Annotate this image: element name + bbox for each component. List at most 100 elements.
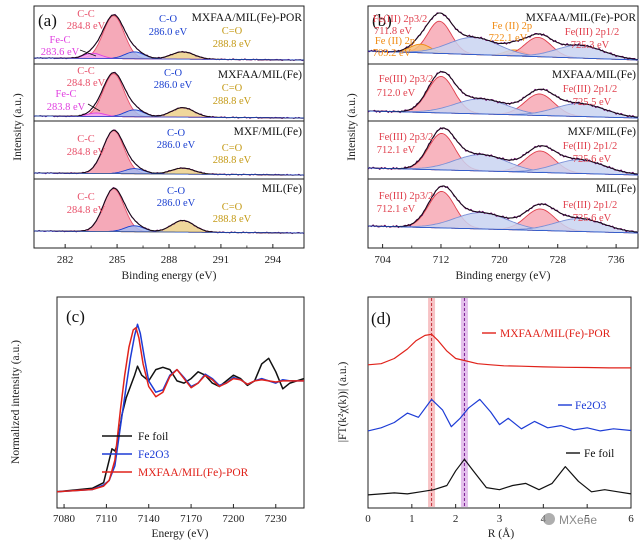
a1-co-energy: 286.0 eV (149, 27, 188, 38)
panel-a-stack1-title: MXFAA/MIL(Fe)-POR (192, 12, 303, 24)
a1-fec-arrow (79, 49, 97, 57)
panel-b-stack2-background (368, 110, 638, 119)
panel-c-xtick-label-7080: 7080 (53, 513, 76, 525)
panel-c-xlabel: Energy (eV) (152, 528, 209, 540)
b2-p32-energy: 712.0 eV (377, 88, 416, 99)
panel-b-stack4-background (368, 225, 638, 234)
panel-b-stack4-fit-envelope (368, 185, 639, 233)
panel-b-frame (367, 5, 639, 249)
b1-p12-energy: 725.3 eV (571, 40, 610, 51)
b4-p12-label: Fe(III) 2p1/2 (563, 200, 618, 211)
panel-b-xlabel: Binding energy (eV) (456, 270, 551, 282)
a2-fec-arrow (87, 103, 101, 112)
wechat-icon (543, 513, 555, 525)
panel-b-label: (b) (372, 11, 392, 30)
a4-cc-label: C-C (77, 192, 95, 203)
b2-p32-label: Fe(III) 2p3/2 (379, 74, 434, 85)
panel-b-ylabel: Intensity (a.u.) (346, 93, 358, 161)
legend-fe2o3: Fe2O3 (138, 449, 170, 461)
a3-cc-energy: 284.8 eV (67, 147, 106, 158)
b2-p12-energy: 725.5 eV (573, 97, 612, 108)
panel-d-ylabel: |FT(k²χ(k))| (a.u.) (337, 362, 349, 443)
panel-b: 704 712 720 728 736 (b) MXFAA/MIL(Fe)-POR MX… (346, 5, 639, 282)
a3-ceo-label: C=O (222, 143, 243, 154)
panel-c-xtick-label-7140: 7140 (138, 513, 161, 525)
a2-fec-energy: 283.8 eV (47, 102, 86, 113)
panel-d-xtick-label-6: 6 (628, 513, 634, 525)
panel-d-xtick-label-1: 1 (409, 513, 415, 525)
panel-c: 7080 7110 7140 7170 7200 7230 (c) Fe foil Fe2… (10, 296, 305, 540)
panel-b-stack3-title: MXF/MIL(Fe) (568, 126, 637, 138)
panel-d-marker-band-2 (460, 298, 468, 507)
a4-cc-energy: 284.8 eV (67, 205, 106, 216)
panel-d-xtick-label-3: 3 (497, 513, 503, 525)
panel-a-xtick-label-285: 285 (109, 254, 126, 266)
panel-a-xtick-label-288: 288 (161, 254, 178, 266)
a3-ceo-energy: 288.8 eV (213, 155, 252, 166)
panel-b-stack1-fit-envelope (367, 12, 639, 60)
a1-cc-label: C-C (77, 9, 95, 20)
a2-co-label: C-O (164, 68, 183, 79)
panel-c-xtick-label-7110: 7110 (96, 513, 118, 525)
a4-ceo-energy: 288.8 eV (213, 214, 252, 225)
panel-d-series-fe2o3 (367, 398, 632, 432)
panel-c-ylabel: Normalized intensity (a.u.) (10, 340, 22, 464)
a1-co-label: C-O (159, 14, 178, 25)
b1-fe2a-label: Fe (II) 2p (375, 36, 415, 47)
a2-cc-energy: 284.8 eV (67, 78, 106, 89)
panel-d-marker-band-1 (428, 298, 436, 507)
panel-b-stack3-fit-envelope (368, 127, 639, 175)
panel-b-stack1-title: MXFAA/MIL(Fe)-POR (526, 12, 637, 24)
panel-b-stack1-background (367, 50, 639, 61)
panel-a-xlabel: Binding energy (eV) (122, 270, 217, 282)
a2-fec-label: Fe-C (56, 89, 77, 100)
a2-ceo-energy: 288.8 eV (213, 96, 252, 107)
panel-b-xtick-label-704: 704 (374, 254, 391, 266)
panel-d-label-fe2o3: Fe2O3 (575, 400, 607, 412)
b3-p32-energy: 712.1 eV (377, 145, 416, 156)
b4-p12-energy: 725.6 eV (573, 213, 612, 224)
panel-d-xtick-label-5: 5 (584, 513, 590, 525)
a1-fec-energy: 283.6 eV (41, 47, 80, 58)
b3-p12-energy: 725.6 eV (573, 154, 612, 165)
a1-ceo-label: C=O (222, 26, 243, 37)
a2-co-energy: 286.0 eV (154, 80, 193, 91)
a1-cc-energy: 284.8 eV (67, 21, 106, 32)
panel-c-xtick-label-7200: 7200 (222, 513, 245, 525)
panel-b-stack2-fit-envelope (368, 71, 639, 118)
panel-c-xtick-label-7170: 7170 (180, 513, 203, 525)
b3-p12-label: Fe(III) 2p1/2 (563, 141, 618, 152)
a1-ceo-energy: 288.8 eV (213, 39, 252, 50)
panel-a-stack3-title: MXF/MIL(Fe) (234, 126, 303, 138)
panel-d: 0123456 (d) MXFAA/MIL(Fe)-POR Fe2O3 Fe f… (337, 296, 634, 540)
panel-d-series-mxfaa (367, 333, 631, 369)
panel-d-xtick-label-0: 0 (365, 513, 371, 525)
a3-cc-label: C-C (77, 134, 95, 145)
a3-co-energy: 286.0 eV (157, 140, 196, 151)
watermark-text: MXene (559, 513, 597, 527)
panel-d-xtick-label-2: 2 (453, 513, 459, 525)
b1-fe2a-energy: 709.2 eV (373, 48, 412, 59)
a4-co-label: C-O (167, 186, 186, 197)
panel-a-ylabel: Intensity (a.u.) (12, 93, 24, 161)
b1-fe2b-label: Fe (II) 2p (492, 21, 532, 32)
b4-p32-energy: 712.1 eV (377, 204, 416, 215)
panel-d-xlabel: R (Å) (488, 526, 515, 540)
panel-d-label: (d) (371, 309, 391, 328)
panel-a-stack1-background (34, 57, 304, 61)
panel-c-series-mxfaa (56, 326, 304, 493)
panel-a-stack3-background (34, 172, 304, 176)
panel-c-xtick-label-7230: 7230 (265, 513, 288, 525)
panel-d-label-fe-foil: Fe foil (584, 448, 614, 460)
panel-b-xtick-label-736: 736 (608, 254, 625, 266)
legend-fe-foil: Fe foil (138, 431, 168, 443)
panel-b-stack3-background (368, 167, 638, 176)
panel-a-stack2-background (34, 115, 304, 119)
panel-a-xtick-label-294: 294 (265, 254, 282, 266)
b2-p12-label: Fe(III) 2p1/2 (563, 84, 618, 95)
b1-p12-label: Fe(III) 2p1/2 (565, 27, 620, 38)
panel-a-xtick-label-291: 291 (213, 254, 230, 266)
panel-b-xtick-label-720: 720 (491, 254, 508, 266)
a3-co-label: C-O (167, 128, 186, 139)
